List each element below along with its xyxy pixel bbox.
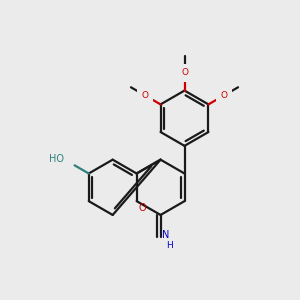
Text: H: H <box>166 241 173 250</box>
Text: O: O <box>142 91 148 100</box>
Text: O: O <box>181 68 188 77</box>
Text: O: O <box>220 91 227 100</box>
Text: O: O <box>138 202 146 213</box>
Text: HO: HO <box>49 154 64 164</box>
Text: N: N <box>162 230 169 241</box>
